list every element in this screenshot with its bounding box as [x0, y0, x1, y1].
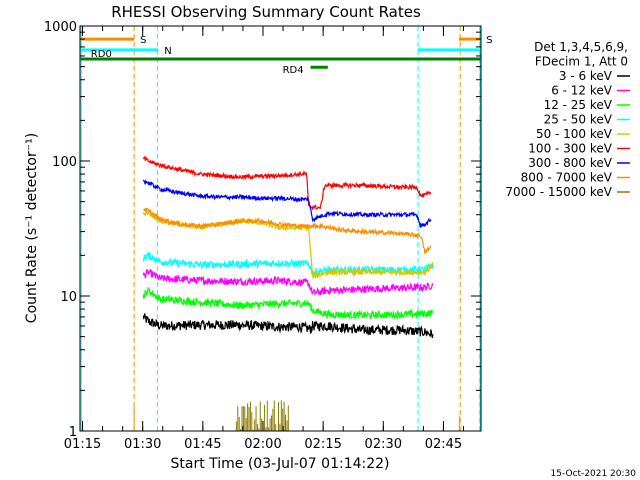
legend-entry-label: 12 - 25 keV: [544, 98, 613, 112]
marker-lines: [80, 26, 481, 431]
y-tick-label: 1: [69, 425, 77, 440]
x-axis-label: Start Time (03-Jul-07 01:14:22): [170, 456, 389, 472]
plot-frame: [79, 25, 482, 432]
x-tick-label: 02:00: [244, 437, 281, 452]
series-line: [142, 268, 434, 297]
x-tick-label: 02:45: [425, 437, 462, 452]
legend-entry-label: 7000 - 15000 keV: [505, 185, 612, 199]
x-tick-label: 01:45: [184, 437, 221, 452]
x-tick-label: 01:30: [124, 437, 161, 452]
flag-label: RD0: [91, 49, 112, 60]
series-line: [142, 154, 432, 211]
chart-title: RHESSI Observing Summary Count Rates: [111, 3, 421, 21]
x-axis: 01:15 01:30 01:45 02:00 02:15 02:30 02:45: [64, 26, 464, 452]
y-axis-label: Count Rate (s⁻¹ detector⁻¹): [24, 133, 40, 323]
series-line: [142, 313, 434, 339]
legend-entry-label: 25 - 50 keV: [544, 113, 613, 127]
legend-entry-label: 100 - 300 keV: [528, 142, 612, 156]
x-tick-label: 02:15: [304, 437, 341, 452]
observing-flags: S S N RD0 RD4: [80, 35, 493, 76]
y-tick-label: 1000: [44, 20, 77, 35]
flag-label: S: [486, 35, 492, 46]
series-line: [142, 179, 432, 228]
flag-label: RD4: [283, 65, 304, 76]
y-axis: 1 10 100 1000: [44, 20, 481, 440]
legend-entry-label: 50 - 100 keV: [536, 127, 613, 141]
legend-entry-label: 3 - 6 keV: [559, 69, 613, 83]
legend: Det 1,3,4,5,6,9,FDecim 1, Att 03 - 6 keV…: [505, 40, 630, 199]
x-tick-label: 02:30: [365, 437, 402, 452]
series-line: [143, 207, 432, 255]
legend-header-line: Det 1,3,4,5,6,9,: [534, 40, 628, 54]
x-tick-label: 01:15: [64, 437, 101, 452]
flag-label: S: [140, 35, 146, 46]
legend-entry-label: 300 - 800 keV: [528, 156, 612, 170]
series-lines: [133, 154, 460, 431]
y-tick-label: 100: [52, 155, 77, 170]
y-tick-label: 10: [60, 290, 77, 305]
footer-timestamp: 15-Oct-2021 20:30: [551, 469, 637, 479]
legend-entry-label: 6 - 12 keV: [551, 84, 613, 98]
series-line: [142, 287, 434, 321]
legend-entry-label: 800 - 7000 keV: [521, 171, 613, 185]
flag-label: N: [164, 46, 171, 57]
legend-header-line: FDecim 1, Att 0: [535, 55, 628, 69]
